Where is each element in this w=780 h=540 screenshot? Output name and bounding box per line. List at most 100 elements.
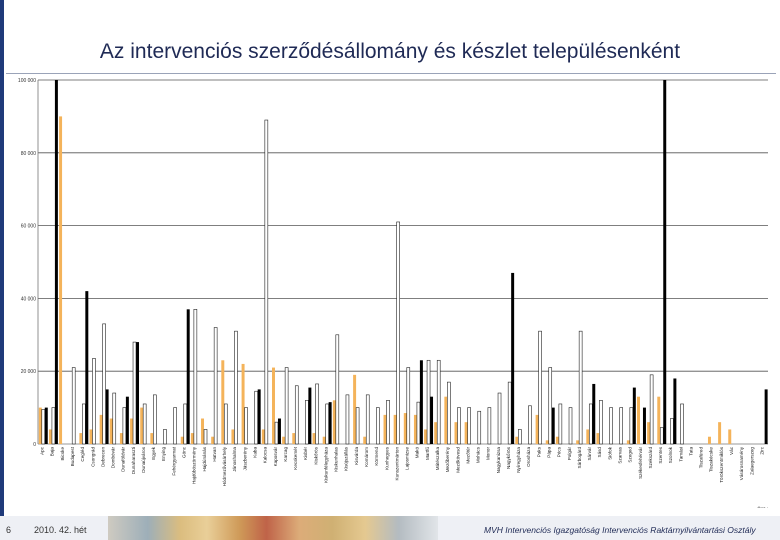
bar [261,429,265,444]
bar [132,341,137,445]
x-tick-label: Nagykőrös [506,446,511,469]
x-tick-label: Vác [729,446,734,455]
x-tick-label: Kisvárda [354,447,359,465]
bar [670,418,674,445]
grain-photo-strip [108,516,438,540]
page-title: Az intervenciós szerződésállomány és kés… [99,40,681,63]
x-tick-label: Paks [536,446,541,457]
x-tick-label: Siófok [607,446,612,459]
x-tick-label: Apc [40,446,45,455]
y-tick-label: 100 000 [18,78,36,84]
bar [153,394,157,445]
bar [383,414,387,444]
bar [596,433,600,444]
bar [109,418,113,444]
x-tick-label: Pápa [547,447,552,458]
bar [657,396,661,444]
bar [555,436,559,444]
bar [436,359,441,445]
bar [467,407,471,445]
x-tick-label: Szolnok [668,446,673,463]
bar [221,360,225,444]
x-tick-label: Bicske [60,447,65,461]
bar [647,422,651,444]
x-tick-label: Vásárosnamény [739,446,744,480]
x-tick-label: Sárbogárd [577,447,582,469]
x-tick-label: Kiskunhalas [334,446,339,471]
bar [315,383,319,445]
bar [406,367,411,445]
bar [586,429,590,444]
x-tick-label: Kaba [252,447,257,458]
bar [558,403,563,445]
bar [632,387,636,444]
x-tick-label: Mezőkövesd [455,447,460,473]
bar [332,400,336,444]
bar [396,221,400,445]
bar [119,433,123,444]
bar [308,387,312,444]
bar [211,436,215,444]
bar [136,342,140,444]
x-tick-label: Lajosmizse [405,447,410,470]
x-tick-label: Budapest [70,446,75,466]
bar [231,429,235,444]
x-tick-label: Tiszafüred [699,447,704,469]
x-tick-label: Polgár [567,447,572,461]
y-tick-label: 80 000 [21,151,37,157]
bar [241,363,245,444]
bar [673,378,677,444]
bar [487,407,492,445]
bar [626,440,630,444]
corner-label: Ösz.: [757,505,768,508]
x-tick-label: Fehérgyarmat [171,446,176,475]
bar [592,383,596,444]
bar [328,402,332,444]
bar [142,403,147,445]
bar [568,407,573,445]
bar [213,327,218,445]
bar [186,309,190,444]
bar [588,403,593,445]
bar [707,436,711,444]
x-tick-label: Jánoshalma [232,447,237,472]
x-tick-label: Martfű [425,447,430,460]
x-tick-label: Sásd [597,447,602,458]
x-tick-label: Komárom [364,447,369,467]
bar [649,374,654,445]
x-tick-label: Tata [688,447,693,456]
bar [112,392,117,445]
bar [190,433,194,444]
bar [386,400,390,445]
bar [125,396,129,444]
bar [434,422,438,444]
x-tick-label: Gönc [182,446,187,458]
bar [578,330,583,445]
bar [477,410,482,445]
bar [180,436,184,444]
bar [551,407,555,444]
x-tick-label: Kalocsa [263,447,268,464]
bar [548,367,553,445]
x-tick-label: Kunhegyes [384,446,389,470]
x-tick-label: Kaposvár [273,447,278,467]
bar [609,407,613,445]
x-tick-label: Mohács [476,446,481,463]
bar [150,433,154,444]
x-tick-label: Dunaföldvár [121,447,126,472]
bar [173,407,177,445]
x-tick-label: Sárvár [587,447,592,461]
bar [244,407,248,445]
bar [535,414,539,444]
bar [54,80,58,444]
x-tick-label: Tiszakécske [709,447,714,473]
bar [528,405,532,445]
week-label: 2010. 42. hét [34,525,87,535]
bar [764,389,768,444]
x-tick-label: Debrecen [100,447,105,467]
x-tick-label: Mezőtúr [465,447,470,464]
bar [599,400,603,445]
bar [38,407,42,444]
y-tick-label: 60 000 [21,224,37,230]
bar [79,433,83,444]
